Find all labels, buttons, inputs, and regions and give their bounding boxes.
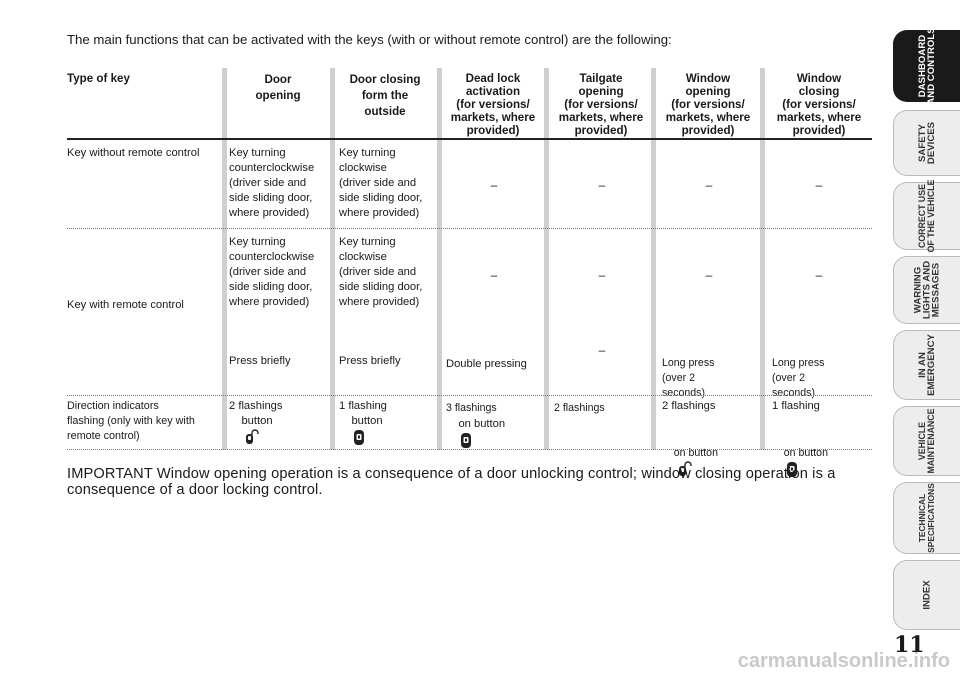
row-label-with-remote: Key with remote control bbox=[67, 299, 184, 311]
tab-label: INDEX bbox=[921, 580, 933, 610]
indicators-door-closing: 1 flashing bbox=[339, 400, 387, 412]
indicators-tailgate: 2 flashings bbox=[554, 402, 605, 414]
header-type-of-key: Type of key bbox=[67, 72, 130, 85]
tab-safety-devices[interactable]: SAFETY DEVICES bbox=[893, 110, 960, 176]
remote-lock-icon bbox=[354, 430, 365, 445]
header-door-closing: Door closing form the outside bbox=[349, 73, 421, 118]
indicators-door-opening: 2 flashings bbox=[229, 400, 283, 412]
indicators-window-opening: 2 flashings bbox=[662, 400, 716, 412]
remote-btn-dead-lock-text: Double pressing bbox=[446, 358, 527, 370]
column-separator bbox=[437, 68, 442, 450]
remote-btn-window-closing-button-text: on button bbox=[783, 447, 828, 459]
remote-btn-window-closing-text: Long press (over 2 seconds) bbox=[772, 357, 825, 399]
indicators-window-closing: 1 flashing bbox=[772, 400, 820, 412]
remote-btn-door-opening-button-text: button bbox=[241, 415, 273, 427]
remote-btn-window-opening-text: Long press (over 2 seconds) bbox=[662, 357, 715, 399]
header-door-opening: Door opening bbox=[255, 73, 301, 102]
remote-btn-dead-lock-button-text: on button bbox=[458, 418, 506, 430]
tab-label: TECHNICAL SPECIFICATIONS bbox=[917, 483, 936, 553]
watermark: carmanualsonline.info bbox=[737, 650, 950, 672]
column-separator bbox=[760, 68, 765, 450]
row-label-no-remote: Key without remote control bbox=[67, 147, 200, 159]
remote-btn-door-opening-text: Press briefly bbox=[229, 355, 291, 367]
remote-key-door-opening: Key turning counterclockwise (driver sid… bbox=[229, 236, 315, 308]
remote-lock-icon bbox=[461, 433, 472, 448]
remote-btn-door-closing-text: Press briefly bbox=[339, 355, 401, 367]
remote-btn-dead-lock-line2: on button bbox=[446, 402, 546, 466]
important-note: IMPORTANT Window opening operation is a … bbox=[67, 466, 836, 498]
row-divider bbox=[67, 395, 872, 396]
header-dead-lock: Dead lock activation (for versions/ mark… bbox=[450, 72, 536, 137]
tab-label: CORRECT USE OF THE VEHICLE bbox=[917, 179, 936, 253]
remote-btn-door-closing: Press briefly button bbox=[339, 324, 439, 478]
no-remote-door-opening: Key turning counterclockwise (driver sid… bbox=[229, 147, 315, 219]
table-bottom-rule bbox=[67, 449, 872, 450]
remote-btn-door-opening: Press briefly button bbox=[229, 324, 329, 477]
row-label-indicators: Direction indicators flashing (only with… bbox=[67, 400, 195, 442]
remote-btn-window-opening-line2: on button bbox=[662, 431, 762, 494]
column-separator bbox=[651, 68, 656, 450]
column-separator bbox=[222, 68, 227, 450]
tab-dashboard-and-controls[interactable]: DASHBOARD AND CONTROLS bbox=[893, 27, 960, 105]
remote-btn-door-closing-line2: button bbox=[339, 399, 439, 463]
tab-vehicle-maintenance[interactable]: VEHICLE MAINTENANCE bbox=[893, 406, 960, 476]
intro-text: The main functions that can be activated… bbox=[67, 32, 672, 47]
tab-in-an-emergency[interactable]: IN AN EMERGENCY bbox=[893, 330, 960, 400]
remote-key-window-opening: – bbox=[705, 268, 713, 282]
remote-key-dead-lock: – bbox=[490, 268, 498, 282]
tab-label: IN AN EMERGENCY bbox=[917, 334, 937, 396]
remote-unlock-icon bbox=[246, 429, 260, 444]
tab-label: DASHBOARD AND CONTROLS bbox=[917, 27, 937, 105]
no-remote-window-opening: – bbox=[705, 178, 713, 192]
tab-correct-use[interactable]: CORRECT USE OF THE VEHICLE bbox=[893, 179, 960, 253]
remote-key-door-closing: Key turning clockwise (driver side and s… bbox=[339, 236, 423, 308]
no-remote-window-closing: – bbox=[815, 178, 823, 192]
remote-btn-dead-lock: Double pressing on button bbox=[446, 327, 546, 481]
header-tailgate: Tailgate opening (for versions/ markets,… bbox=[558, 72, 644, 137]
remote-btn-window-opening: Long press (over 2 seconds) on button bbox=[662, 326, 762, 509]
remote-key-tailgate: – bbox=[598, 268, 606, 282]
column-separator bbox=[330, 68, 335, 450]
no-remote-tailgate: – bbox=[598, 178, 606, 192]
tab-label: SAFETY DEVICES bbox=[917, 121, 937, 165]
row-divider bbox=[67, 228, 872, 229]
remote-btn-door-closing-button-text: button bbox=[351, 415, 383, 427]
no-remote-dead-lock: – bbox=[490, 178, 498, 192]
tab-technical-specifications[interactable]: TECHNICAL SPECIFICATIONS bbox=[893, 482, 960, 554]
remote-btn-door-opening-line2: button bbox=[229, 399, 329, 462]
page-number: 11 bbox=[894, 632, 925, 658]
remote-btn-window-closing: Long press (over 2 seconds) on button bbox=[772, 326, 872, 510]
tab-label: VEHICLE MAINTENANCE bbox=[917, 408, 936, 474]
remote-unlock-icon bbox=[678, 461, 692, 476]
remote-lock-icon bbox=[786, 462, 797, 477]
tab-label: WARNING LIGHTS AND MESSAGES bbox=[912, 260, 942, 320]
no-remote-door-closing: Key turning clockwise (driver side and s… bbox=[339, 147, 423, 219]
tab-index[interactable]: INDEX bbox=[893, 560, 960, 630]
tab-warning-lights[interactable]: WARNING LIGHTS AND MESSAGES bbox=[893, 256, 960, 324]
header-rule bbox=[67, 138, 872, 140]
column-separator bbox=[544, 68, 549, 450]
header-window-closing: Window closing (for versions/ markets, w… bbox=[776, 72, 862, 137]
header-window-opening: Window opening (for versions/ markets, w… bbox=[665, 72, 751, 137]
remote-key-window-closing: – bbox=[815, 268, 823, 282]
remote-btn-window-opening-button-text: on button bbox=[673, 447, 718, 459]
indicators-dead-lock: 3 flashings bbox=[446, 402, 497, 414]
remote-btn-tailgate: – bbox=[598, 343, 606, 357]
remote-btn-window-closing-line2: on button bbox=[772, 431, 872, 495]
